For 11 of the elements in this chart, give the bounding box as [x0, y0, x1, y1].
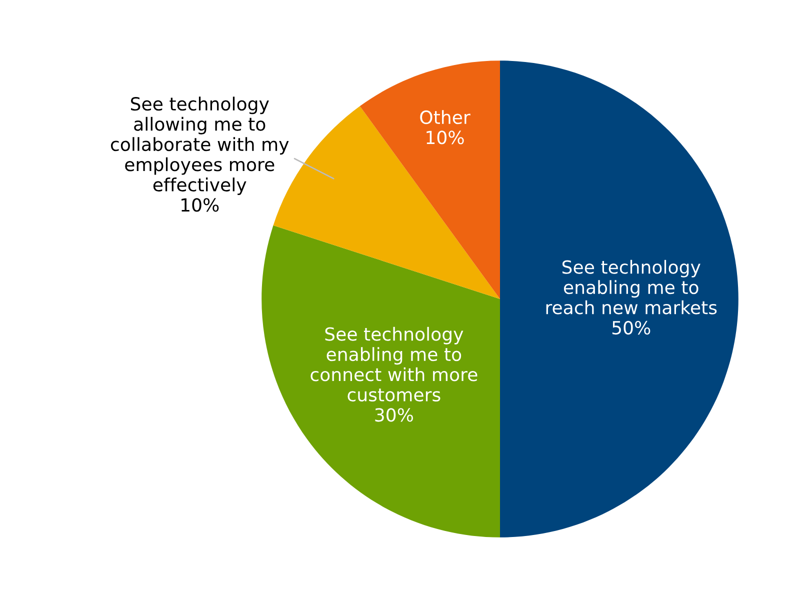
- data-label: 10%: [182, 198, 219, 212]
- slice-label: See technology enabling me to reach new markets: [546, 260, 717, 314]
- data-label: 10%: [426, 130, 464, 144]
- data-label: 50%: [612, 320, 650, 335]
- pie-slice: [360, 60, 500, 299]
- slice-label: Other: [420, 110, 470, 124]
- slice-label: See technology enabling me to connect with more customers: [310, 326, 478, 402]
- data-label: 30%: [375, 408, 413, 422]
- slice-label: See technology allowing me to collaborate with my employees more effectively: [110, 96, 289, 196]
- pie-slice: [500, 60, 738, 538]
- pie-slice: [262, 225, 500, 538]
